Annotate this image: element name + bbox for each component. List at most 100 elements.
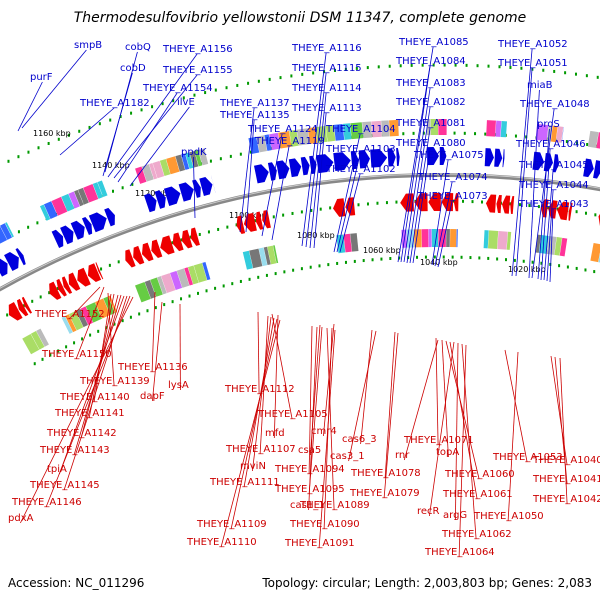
cog-block <box>495 120 502 137</box>
reverse-gene-arrow <box>496 194 502 214</box>
tick-mark <box>151 105 154 109</box>
tick-mark <box>222 284 225 288</box>
tick-mark <box>161 102 164 106</box>
forward-gene-arrow <box>0 258 8 277</box>
reverse-gene-arrow <box>95 262 104 280</box>
forward-gene-label: THEYE_A1046 <box>515 139 586 150</box>
cog-block <box>333 123 345 141</box>
label-leader-line <box>434 181 453 267</box>
tick-mark <box>312 71 315 75</box>
reverse-gene-label: THEYE_A1110 <box>186 537 257 548</box>
tick-mark <box>362 259 365 263</box>
tick-mark <box>453 131 456 135</box>
tick-mark <box>465 63 468 67</box>
label-leader-line <box>339 173 361 253</box>
tick-mark <box>140 108 143 112</box>
reverse-gene-label: THEYE_A1111 <box>209 477 280 488</box>
forward-gene-arrow <box>178 182 194 202</box>
tick-mark <box>333 68 336 72</box>
forward-gene-arrow <box>543 153 554 172</box>
label-leader-line <box>271 145 290 241</box>
tick-mark <box>22 304 25 308</box>
tick-mark <box>421 63 424 67</box>
label-leader-line <box>412 147 431 264</box>
cog-block <box>559 237 568 257</box>
reverse-gene-arrow <box>16 298 29 317</box>
cog-block <box>263 246 271 266</box>
tick-mark <box>214 286 217 290</box>
tick-mark <box>171 300 174 304</box>
tick-mark <box>402 132 405 136</box>
forward-gene-arrow <box>502 149 505 168</box>
forward-gene-arrow <box>333 152 351 172</box>
forward-gene-arrow <box>163 186 181 206</box>
label-leader-line <box>75 286 105 360</box>
cog-block <box>389 119 399 137</box>
forward-gene-label: ppdK <box>181 147 207 158</box>
reverse-gene-arrow <box>501 195 511 214</box>
reverse-gene-label: THEYE_A1094 <box>274 464 345 475</box>
tick-mark <box>564 71 567 75</box>
cog-block <box>185 152 194 169</box>
tick-mark <box>584 211 587 215</box>
forward-gene-label: THEYE_A1113 <box>291 103 362 114</box>
label-leader-line <box>59 107 115 156</box>
tick-mark <box>37 146 40 150</box>
tick-mark <box>78 129 81 133</box>
reverse-gene-label: THEYE_A1050 <box>473 511 544 522</box>
tick-mark <box>433 255 436 259</box>
reverse-gene-arrow <box>190 227 200 246</box>
forward-gene-label: THEYE_A1137 <box>219 98 290 109</box>
tick-mark <box>113 322 116 326</box>
tick-mark <box>509 65 512 69</box>
tick-mark <box>525 135 528 139</box>
cog-block <box>248 136 260 154</box>
cog-block <box>535 123 549 142</box>
tick-mark <box>247 81 250 85</box>
tick-mark <box>509 202 512 206</box>
tick-mark <box>432 63 435 67</box>
cog-block <box>61 316 73 334</box>
label-leader-line <box>107 53 198 178</box>
tick-mark <box>138 312 141 316</box>
kbp-label: 1080 kbp <box>297 231 335 240</box>
tick-mark <box>300 267 303 271</box>
tick-mark <box>209 159 212 163</box>
kbp-label: 1160 kbp <box>33 129 71 138</box>
tick-mark <box>214 88 217 92</box>
cog-block <box>0 226 8 244</box>
tick-mark <box>377 65 380 69</box>
tick-mark <box>205 289 208 293</box>
label-leader-line <box>259 315 269 455</box>
tick-mark <box>146 309 149 313</box>
reverse-gene-arrow <box>56 278 67 297</box>
forward-gene-label: cobD <box>120 63 146 74</box>
tick-mark <box>514 134 517 138</box>
forward-gene-arrow <box>267 162 277 181</box>
tick-mark <box>235 223 238 227</box>
forward-gene-arrow <box>439 147 447 166</box>
label-leader-line <box>308 326 323 495</box>
tick-mark <box>424 255 427 259</box>
tick-mark <box>41 357 44 361</box>
tick-mark <box>498 65 501 69</box>
tick-mark <box>327 263 330 267</box>
reverse-gene-label: csa5 <box>298 445 321 456</box>
tick-mark <box>204 91 207 95</box>
tick-mark <box>318 264 321 268</box>
forward-gene-label: THEYE_A1052 <box>497 39 568 50</box>
tick-mark <box>336 261 339 265</box>
reverse-gene-label: mfd <box>265 428 285 439</box>
tick-mark <box>469 256 472 260</box>
tick-mark <box>265 273 268 277</box>
tick-mark <box>171 241 174 245</box>
cog-block <box>157 276 167 295</box>
cog-block <box>256 135 268 153</box>
cog-block <box>381 120 390 137</box>
tick-mark <box>81 337 84 341</box>
label-leader-line <box>437 200 453 268</box>
tick-mark <box>7 159 10 163</box>
tick-mark <box>257 79 260 83</box>
reverse-gene-label: THEYE_A1105 <box>257 409 328 420</box>
forward-gene-arrow <box>4 252 19 272</box>
